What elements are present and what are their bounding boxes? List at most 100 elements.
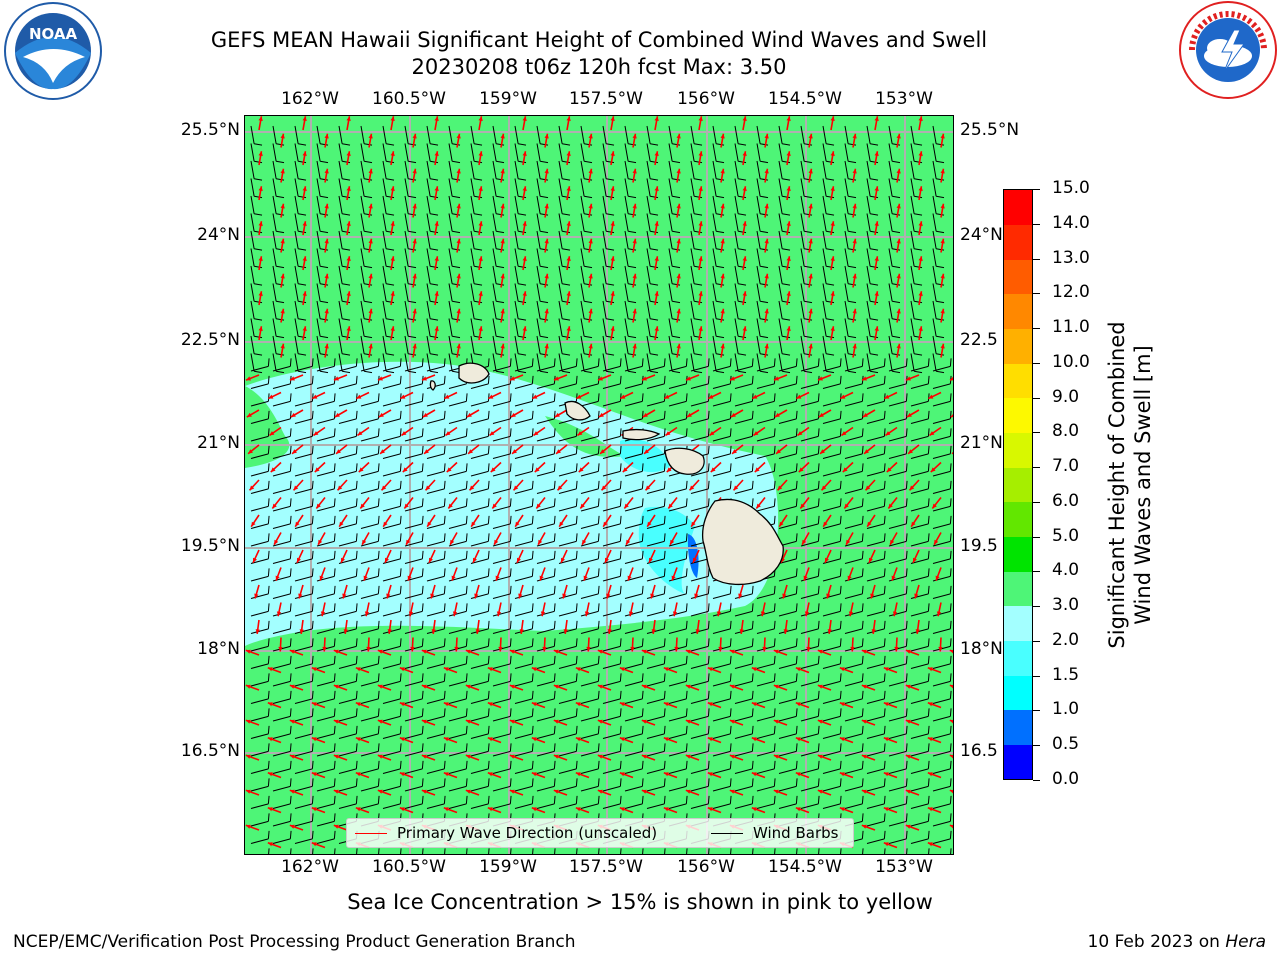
- footer-credit: NCEP/EMC/Verification Post Processing Pr…: [13, 932, 576, 952]
- wind-barb: [558, 300, 571, 321]
- wave-direction-arrowhead: [280, 238, 285, 244]
- wind-barb: [294, 195, 307, 216]
- wind-barb: [470, 230, 483, 251]
- lat-label-right: 21°N: [960, 433, 1003, 453]
- wind-barb: [646, 213, 659, 234]
- wind-barb: [910, 830, 930, 844]
- wind-barb: [910, 265, 923, 286]
- wind-barb: [668, 655, 688, 669]
- wave-direction-arrowhead: [500, 238, 505, 244]
- wind-barb: [866, 213, 879, 234]
- wind-barb: [404, 265, 417, 286]
- wave-direction-arrowhead: [578, 467, 584, 473]
- wind-barb: [602, 393, 622, 407]
- colorbar-tick-label: 9.0: [1052, 386, 1080, 407]
- wave-direction-arrowhead: [412, 273, 417, 279]
- wind-barb: [602, 690, 622, 704]
- wind-barb: [668, 230, 681, 251]
- wind-barb: [272, 335, 285, 356]
- colorbar-tick: [1033, 640, 1040, 642]
- wave-direction-arrowhead: [776, 449, 781, 454]
- wind-barb: [602, 673, 622, 687]
- wind-barb: [338, 498, 358, 512]
- wind-barb: [932, 498, 952, 512]
- wind-barb: [514, 410, 534, 424]
- wind-barb: [250, 708, 270, 722]
- wind-barb: [382, 778, 402, 792]
- wind-barb: [734, 638, 754, 652]
- wind-barb: [250, 445, 270, 459]
- wind-barb: [272, 708, 292, 722]
- wave-direction-arrowhead: [270, 467, 276, 473]
- wind-barb: [910, 655, 930, 669]
- wind-barb: [602, 358, 622, 372]
- wave-direction-arrowhead: [905, 824, 911, 829]
- wind-barb: [580, 480, 600, 494]
- wind-barb: [756, 213, 769, 234]
- wave-direction-arrowhead: [336, 449, 341, 454]
- wave-direction-arrowhead: [756, 503, 761, 509]
- wind-barb: [470, 335, 483, 356]
- wind-barb: [888, 410, 908, 424]
- wind-barb: [712, 428, 732, 442]
- map-legend: Primary Wave Direction (unscaled) Wind B…: [346, 818, 854, 848]
- wind-barb: [822, 318, 835, 339]
- wind-barb: [844, 673, 864, 687]
- wind-barb: [272, 743, 292, 757]
- wind-barb: [558, 463, 578, 477]
- wave-direction-arrowhead: [500, 168, 505, 174]
- wave-direction-arrowhead: [487, 667, 493, 672]
- map-panel: [244, 115, 954, 855]
- wind-barb: [624, 498, 644, 512]
- wind-barb: [910, 498, 930, 512]
- wave-direction-arrowhead: [588, 273, 593, 279]
- wind-barb: [426, 778, 446, 792]
- wave-direction-arrowhead: [720, 168, 725, 174]
- wind-barb: [404, 760, 424, 774]
- wave-direction-arrowhead: [515, 521, 520, 527]
- wind-barb: [756, 795, 776, 809]
- wind-barb: [866, 568, 886, 582]
- wave-direction-arrowhead: [676, 203, 681, 209]
- wave-direction-arrowhead: [390, 256, 395, 262]
- wind-barb: [316, 410, 336, 424]
- wave-direction-arrowhead: [355, 772, 361, 777]
- wind-barb: [514, 725, 534, 739]
- wind-barb: [624, 690, 644, 704]
- wind-barb: [250, 318, 263, 339]
- wave-direction-arrowhead: [368, 168, 373, 174]
- lon-label-top: 162°W: [281, 89, 339, 109]
- wind-barb: [646, 230, 659, 251]
- wind-barb: [668, 410, 688, 424]
- wave-direction-arrowhead: [302, 256, 307, 262]
- wind-barb: [536, 603, 556, 617]
- wave-direction-arrowhead: [932, 503, 937, 509]
- wind-barb: [690, 318, 703, 339]
- wave-direction-arrowhead: [874, 291, 879, 297]
- wave-direction-arrowhead: [733, 485, 739, 491]
- wave-direction-arrowhead: [456, 238, 461, 244]
- wave-direction-arrowhead: [852, 168, 857, 174]
- wave-direction-arrowhead: [566, 291, 571, 297]
- wind-barb: [932, 830, 952, 844]
- colorbar-segment: [1004, 293, 1032, 330]
- wind-barb: [470, 638, 490, 652]
- lon-label-top: 153°W: [875, 89, 933, 109]
- wave-direction-arrowhead: [456, 133, 461, 139]
- wind-barb: [250, 358, 270, 372]
- wind-barb: [514, 620, 534, 634]
- wind-barb: [294, 143, 307, 164]
- wind-barb: [272, 410, 292, 424]
- wind-barb: [624, 445, 644, 459]
- wave-direction-arrowhead: [245, 376, 251, 381]
- wave-direction-arrowhead: [754, 467, 760, 473]
- wind-barb: [382, 603, 402, 617]
- wave-direction-arrowhead: [852, 203, 857, 209]
- wind-barb: [360, 335, 373, 356]
- wind-barb: [448, 393, 468, 407]
- wind-barb: [536, 778, 556, 792]
- wave-direction-arrowhead: [928, 394, 934, 399]
- wind-barb: [360, 463, 380, 477]
- wind-barb: [536, 743, 556, 757]
- wave-direction-arrowhead: [949, 789, 953, 794]
